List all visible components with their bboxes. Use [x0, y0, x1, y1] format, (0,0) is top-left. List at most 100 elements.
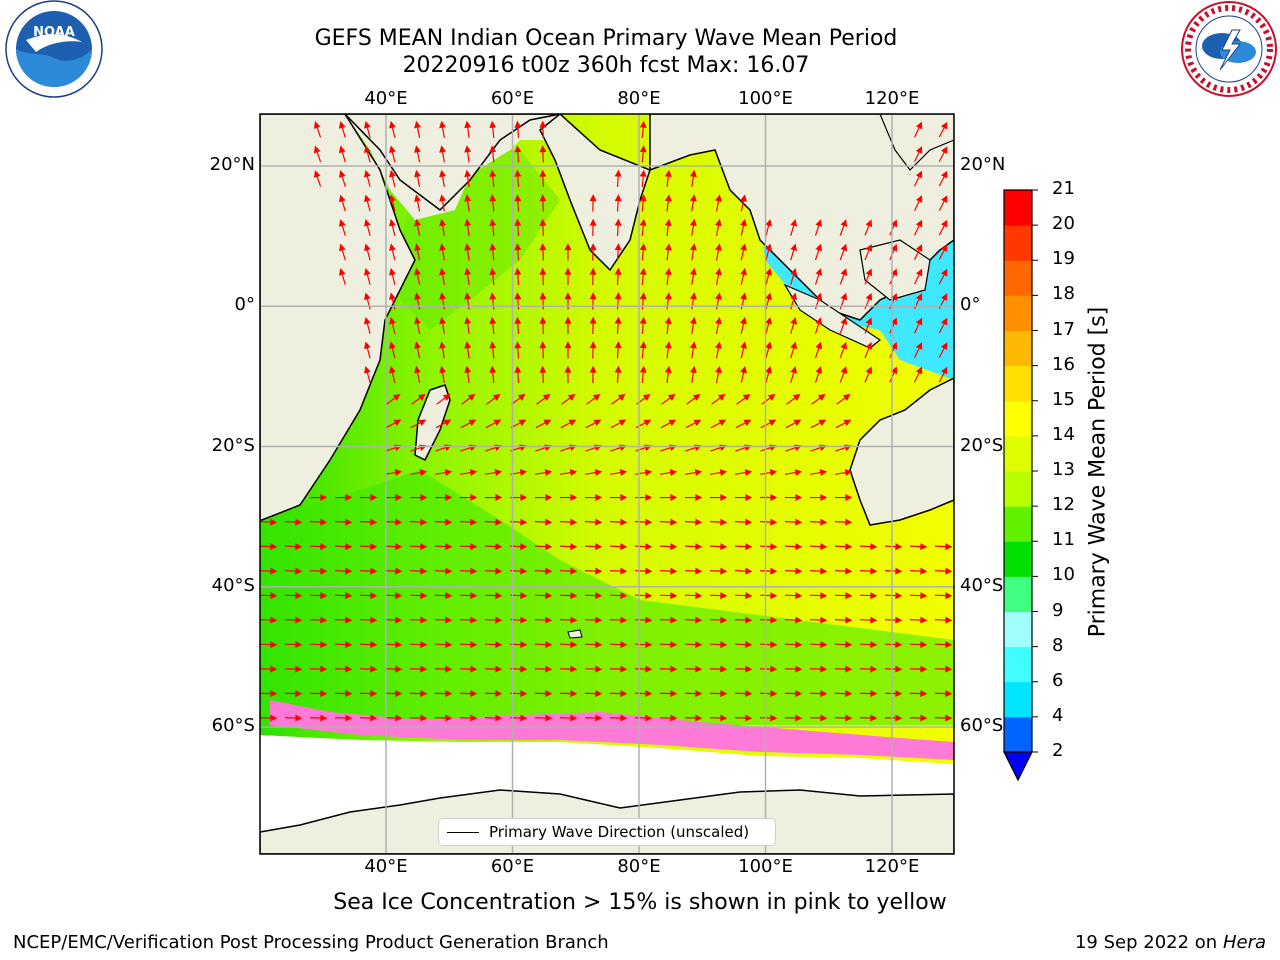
colorbar-segment [1004, 295, 1032, 331]
tick-label-lat-right: 20°N [960, 154, 1006, 175]
wave-arrow [313, 145, 322, 163]
tick-label-lon-top: 120°E [864, 88, 920, 109]
wave-arrow [734, 543, 753, 551]
wave-arrow [260, 616, 278, 624]
wave-arrow [459, 567, 478, 575]
wave-arrow [464, 316, 472, 335]
colorbar-segment [1004, 225, 1032, 261]
wave-arrow [309, 616, 328, 624]
wave-arrow [610, 419, 627, 429]
wave-arrow [384, 641, 403, 649]
wave-arrow [710, 469, 728, 477]
wave-arrow [909, 616, 928, 624]
wave-arrow [685, 469, 703, 477]
wave-arrow [414, 341, 421, 359]
wave-arrow [836, 393, 851, 405]
wave-arrow [864, 268, 873, 285]
wave-arrow [784, 494, 803, 501]
wave-arrow [409, 690, 428, 698]
wave-arrow [535, 419, 552, 429]
wave-arrow [435, 469, 453, 477]
colorbar-tick-label: 18 [1052, 283, 1075, 305]
wave-arrow [384, 518, 403, 526]
wave-arrow [839, 219, 848, 236]
wave-arrow [609, 592, 628, 600]
wave-arrow [938, 146, 948, 162]
wave-arrow [584, 665, 603, 673]
wave-arrow [338, 170, 346, 187]
wave-arrow [584, 641, 603, 649]
wave-arrow [736, 393, 751, 405]
wave-arrow [609, 616, 628, 624]
wave-arrow [740, 194, 747, 212]
wave-arrow [735, 419, 752, 429]
wave-arrow [765, 267, 772, 285]
colorbar-tick-label: 12 [1052, 494, 1075, 516]
wave-arrow [884, 690, 903, 698]
wave-arrow [740, 267, 747, 285]
wave-arrow [689, 194, 697, 212]
wave-arrow [759, 690, 778, 698]
tick-label-lat-right: 40°S [960, 574, 1004, 596]
wave-arrow [484, 543, 503, 551]
wave-arrow [489, 169, 497, 188]
wave-arrow [459, 616, 478, 624]
wave-arrow [609, 567, 628, 575]
wave-arrow [734, 665, 753, 673]
wave-arrow [534, 641, 553, 649]
wave-arrow [359, 567, 378, 575]
wave-arrow [534, 494, 553, 501]
wave-arrow [334, 494, 353, 501]
colorbar-segment [1004, 541, 1032, 577]
footer-date: 19 Sep 2022 on Hera [1075, 932, 1266, 953]
colorbar-tick-label: 17 [1052, 318, 1075, 340]
wave-arrow [614, 243, 622, 261]
wave-arrow [514, 194, 522, 212]
wave-arrow [409, 518, 428, 526]
wave-arrow [709, 690, 728, 698]
wave-arrow [414, 120, 421, 138]
colorbar-tick-label: 9 [1052, 599, 1064, 621]
wave-arrow [409, 641, 428, 649]
wave-arrow [809, 518, 828, 526]
wave-arrow [740, 341, 747, 359]
wave-arrow [561, 393, 576, 405]
wave-arrow [884, 714, 903, 722]
tick-label-lon-top: 80°E [617, 88, 661, 109]
wave-arrow [715, 341, 722, 359]
nws-logo [1178, 0, 1280, 104]
wave-arrow [635, 469, 653, 477]
wave-arrow [559, 714, 578, 722]
wave-arrow [864, 243, 873, 261]
wave-arrow [534, 690, 553, 698]
wave-arrow [913, 268, 923, 285]
colorbar-segment [1004, 646, 1032, 683]
wave-arrow [909, 543, 928, 551]
wave-arrow [684, 616, 703, 624]
wave-arrow [589, 218, 597, 237]
wave-arrow [834, 543, 853, 551]
footer-date-text: 19 Sep 2022 on [1074, 932, 1218, 953]
wave-arrow [684, 518, 703, 526]
wave-arrow [889, 243, 898, 261]
wave-arrow [489, 243, 497, 261]
wave-arrow [439, 365, 447, 383]
wave-arrow [584, 616, 603, 624]
wave-arrow [564, 243, 572, 261]
wave-arrow [884, 616, 903, 624]
colorbar-tick-label: 14 [1052, 423, 1075, 445]
wave-arrow [784, 543, 803, 551]
wave-arrow [364, 194, 371, 212]
wave-arrow [439, 194, 447, 212]
wave-arrow [709, 665, 728, 673]
colorbar-tick-label: 11 [1052, 529, 1075, 551]
colorbar-segment [1004, 365, 1032, 402]
wave-arrow [514, 365, 522, 384]
wave-arrow [810, 469, 828, 477]
wave-arrow [359, 592, 378, 600]
wave-arrow [664, 365, 672, 384]
wave-arrow [284, 690, 303, 698]
wave-arrow [584, 690, 603, 698]
wave-arrow [938, 268, 948, 285]
colorbar-segment [1004, 716, 1032, 753]
